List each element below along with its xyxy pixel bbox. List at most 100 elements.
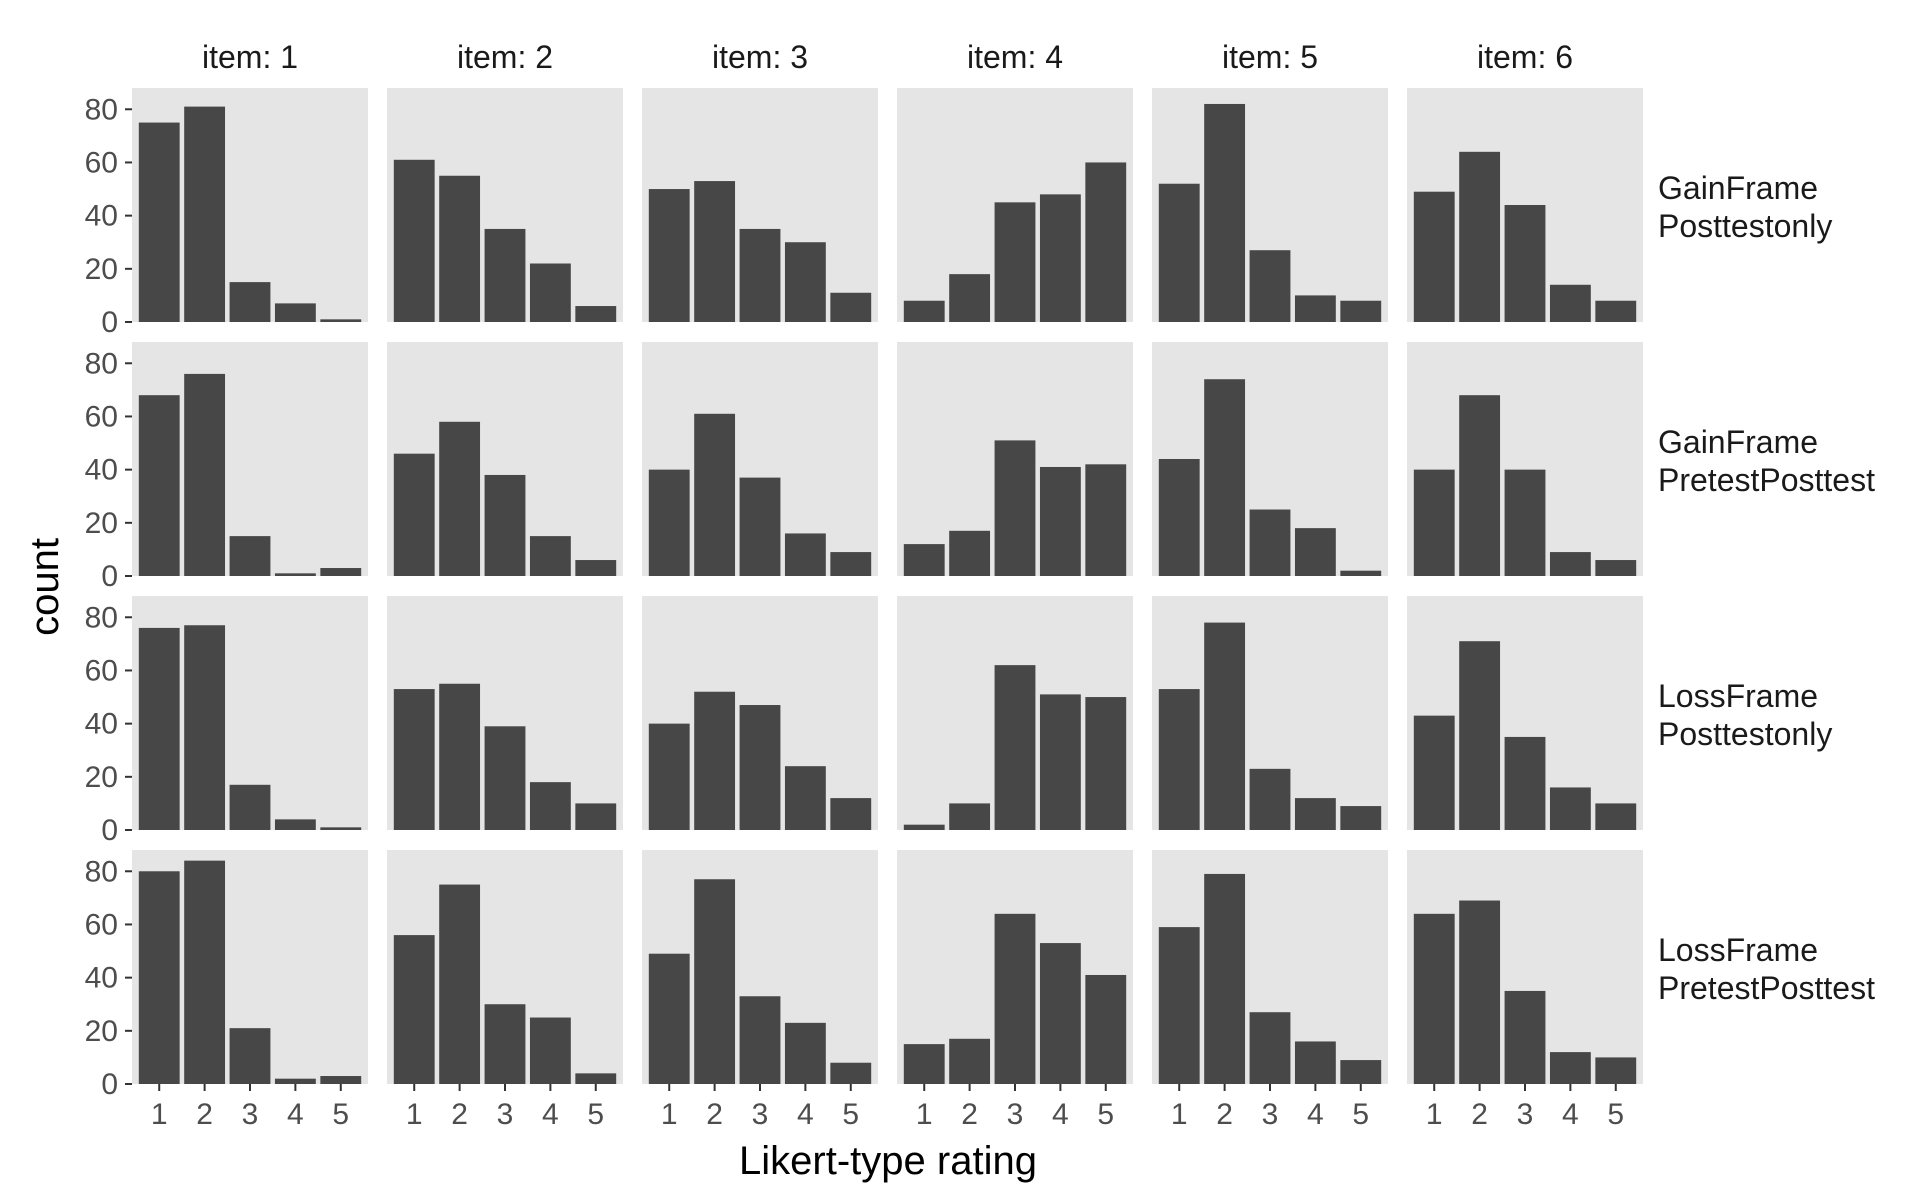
bar <box>439 683 481 830</box>
bar <box>694 181 736 322</box>
bar <box>1340 300 1382 322</box>
bar <box>694 691 736 830</box>
bar <box>694 879 736 1084</box>
x-tick-label: 2 <box>1216 1098 1233 1131</box>
bar <box>1039 466 1081 576</box>
x-tick-label: 1 <box>1426 1098 1443 1131</box>
y-tick-label: 80 <box>85 601 118 634</box>
bar <box>903 300 945 322</box>
bar <box>903 824 945 830</box>
bar <box>320 827 362 830</box>
y-tick-label: 20 <box>85 1015 118 1048</box>
bar <box>1459 395 1501 576</box>
bar <box>830 1062 872 1084</box>
y-tick-label: 40 <box>85 962 118 995</box>
x-tick-label: 3 <box>1262 1098 1279 1131</box>
bar <box>138 627 180 830</box>
x-tick-label: 3 <box>752 1098 769 1131</box>
bar <box>529 536 571 576</box>
x-tick-label: 2 <box>196 1098 213 1131</box>
y-tick-label: 60 <box>85 146 118 179</box>
bar <box>1595 300 1637 322</box>
y-tick-label: 0 <box>101 814 118 847</box>
x-tick-label: 1 <box>916 1098 933 1131</box>
x-tick-label: 2 <box>1471 1098 1488 1131</box>
bar <box>1459 151 1501 322</box>
bar <box>949 1038 991 1084</box>
column-strip-label: item: 2 <box>457 39 553 75</box>
bar <box>1085 697 1127 830</box>
bar <box>949 803 991 830</box>
bar <box>994 913 1036 1084</box>
bar <box>994 440 1036 576</box>
x-tick-label: 2 <box>706 1098 723 1131</box>
y-tick-label: 0 <box>101 1068 118 1101</box>
x-tick-label: 2 <box>451 1098 468 1131</box>
y-tick-label: 20 <box>85 507 118 540</box>
bar <box>1204 622 1246 830</box>
bar <box>274 573 316 576</box>
row-strip-label: GainFrame <box>1658 424 1818 460</box>
bar <box>1413 191 1455 322</box>
x-tick-label: 1 <box>406 1098 423 1131</box>
bar <box>1549 284 1591 322</box>
bar <box>1204 379 1246 576</box>
bar <box>648 953 690 1084</box>
x-tick-label: 5 <box>1607 1098 1624 1131</box>
bar <box>1504 990 1546 1084</box>
bar <box>1158 927 1200 1084</box>
x-axis-title: Likert-type rating <box>739 1139 1037 1183</box>
y-tick-label: 40 <box>85 708 118 741</box>
bar <box>1204 103 1246 322</box>
bar <box>575 803 617 830</box>
bar <box>1595 803 1637 830</box>
x-tick-label: 4 <box>1562 1098 1579 1131</box>
bar <box>1039 694 1081 830</box>
bar <box>229 1028 271 1084</box>
x-tick-label: 3 <box>242 1098 259 1131</box>
bar <box>274 819 316 830</box>
bar <box>648 723 690 830</box>
x-tick-label: 5 <box>842 1098 859 1131</box>
bar <box>1413 913 1455 1084</box>
bar <box>320 319 362 322</box>
bar <box>694 413 736 576</box>
y-tick-label: 20 <box>85 761 118 794</box>
bar <box>739 996 781 1084</box>
bar <box>1595 1057 1637 1084</box>
bar <box>949 530 991 576</box>
bar <box>1294 295 1336 322</box>
bar <box>1459 900 1501 1084</box>
bar <box>739 705 781 830</box>
row-strip-label: PretestPosttest <box>1658 462 1875 498</box>
bar <box>529 1017 571 1084</box>
bar <box>830 292 872 322</box>
column-strip-label: item: 4 <box>967 39 1063 75</box>
bar <box>1249 509 1291 576</box>
bar <box>994 665 1036 830</box>
panels <box>132 88 1643 1084</box>
bar <box>1039 943 1081 1084</box>
bar <box>949 274 991 322</box>
bar <box>1340 570 1382 576</box>
row-strip-label: Posttestonly <box>1658 716 1832 752</box>
y-axes: 0 20 40 60 80 0 20 40 60 80 0 20 40 60 80 0 20 40 60 80 <box>85 93 132 1101</box>
bar <box>1249 1012 1291 1084</box>
bar <box>1085 974 1127 1084</box>
row-strip-label: PretestPosttest <box>1658 970 1875 1006</box>
bar <box>648 189 690 322</box>
y-tick-label: 40 <box>85 200 118 233</box>
bar <box>1085 162 1127 322</box>
y-tick-label: 0 <box>101 560 118 593</box>
column-strip-labels: item: 1 item: 2 item: 3 item: 4 item: 5 item:… <box>202 39 1573 75</box>
bar <box>229 282 271 322</box>
y-tick-label: 80 <box>85 347 118 380</box>
x-tick-label: 5 <box>1352 1098 1369 1131</box>
row-strip-label: LossFrame <box>1658 678 1818 714</box>
y-tick-label: 80 <box>85 93 118 126</box>
bar <box>529 263 571 322</box>
bar <box>1504 469 1546 576</box>
y-tick-label: 0 <box>101 306 118 339</box>
